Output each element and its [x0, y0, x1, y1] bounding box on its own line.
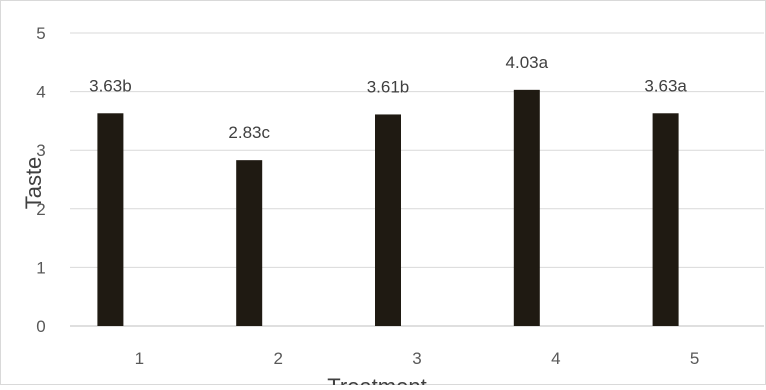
y-axis-ticks: 0 1 2 3 4 5 [36, 24, 45, 336]
x-tick-label: 5 [690, 349, 699, 368]
data-labels: 3.63b 2.83c 3.61b 4.03a 3.63a [89, 53, 687, 142]
y-tick-label: 4 [36, 83, 45, 102]
y-tick-label: 5 [36, 24, 45, 43]
bar [375, 114, 401, 326]
gridlines [70, 32, 764, 327]
data-label: 3.61b [367, 77, 410, 96]
y-tick-label: 2 [36, 200, 45, 219]
x-axis-title: Treatment [327, 374, 426, 385]
data-label: 3.63b [89, 76, 132, 95]
x-axis-ticks: 1 2 3 4 5 [135, 349, 700, 368]
data-label: 4.03a [506, 53, 549, 72]
y-tick-label: 1 [36, 258, 45, 277]
x-tick-label: 4 [551, 349, 560, 368]
y-axis-title: Taste [21, 157, 46, 210]
data-label: 3.63a [644, 76, 687, 95]
bars [97, 89, 679, 326]
x-tick-label: 2 [273, 349, 282, 368]
y-tick-label: 3 [36, 141, 45, 160]
y-tick-label: 0 [36, 317, 45, 336]
data-label: 2.83c [228, 123, 270, 142]
bar [236, 160, 263, 326]
x-tick-label: 3 [412, 349, 421, 368]
bar [652, 113, 679, 326]
x-tick-label: 1 [135, 349, 144, 368]
bar [513, 89, 540, 326]
bar [97, 113, 124, 326]
